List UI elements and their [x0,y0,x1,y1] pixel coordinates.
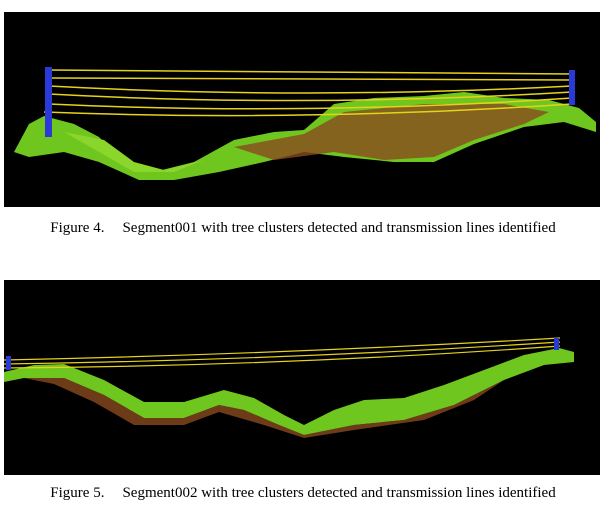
figure-label: Figure 4. [50,220,105,236]
figure-5-caption: Figure 5. Segment002 with tree clusters d… [20,484,586,502]
figure-4-caption: Figure 4. Segment001 with tree clusters d… [20,219,586,237]
caption-text: Segment002 with tree clusters detected a… [122,485,556,501]
figure-4-image [4,12,600,207]
caption-text: Segment001 with tree clusters detected a… [122,220,556,236]
figure-5-image [4,280,600,475]
figure-label: Figure 5. [50,485,105,501]
